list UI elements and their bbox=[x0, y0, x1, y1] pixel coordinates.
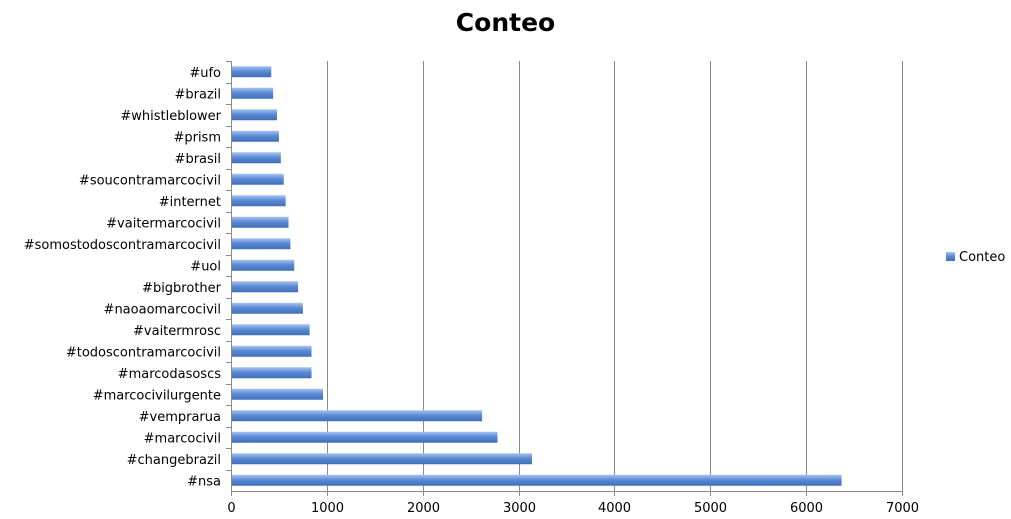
bar bbox=[232, 367, 312, 379]
category-label: #ufo bbox=[189, 66, 221, 81]
bar bbox=[232, 410, 483, 422]
bar bbox=[232, 324, 310, 336]
x-tick-label: 0 bbox=[227, 501, 235, 516]
category-labels: #nsa #changebrazil #marcocivil #vemprarua #m… bbox=[24, 66, 222, 490]
category-label: #todoscontramarcocivil bbox=[66, 345, 221, 360]
bar bbox=[232, 474, 842, 486]
bar bbox=[232, 130, 279, 142]
bar bbox=[232, 302, 303, 314]
category-label: #marcodasoscs bbox=[118, 367, 222, 382]
category-label: #vemprarua bbox=[139, 410, 221, 425]
bar bbox=[232, 388, 324, 400]
bar bbox=[232, 87, 274, 99]
bar bbox=[232, 431, 498, 443]
legend: Conteo bbox=[946, 250, 1005, 265]
category-label: #uol bbox=[190, 259, 221, 274]
x-tick-label: 2000 bbox=[407, 501, 440, 516]
bar bbox=[232, 66, 272, 78]
x-tick-label: 3000 bbox=[503, 501, 536, 516]
x-tick-label: 6000 bbox=[790, 501, 823, 516]
bar bbox=[232, 453, 532, 465]
x-tick-label: 4000 bbox=[598, 501, 631, 516]
x-tick-labels: 0 1000 2000 3000 4000 5000 6000 7000 bbox=[227, 501, 919, 516]
bar bbox=[232, 173, 284, 185]
bars bbox=[232, 66, 842, 486]
legend-label: Conteo bbox=[959, 250, 1005, 265]
bar bbox=[232, 345, 312, 357]
chart-title: Conteo bbox=[455, 8, 556, 37]
category-label: #somostodoscontramarcocivil bbox=[24, 238, 221, 253]
category-label: #nsa bbox=[187, 474, 221, 489]
category-label: #vaitermarcocivil bbox=[106, 216, 221, 231]
grid-lines bbox=[327, 61, 903, 491]
category-label: #marcocivilurgente bbox=[93, 388, 221, 403]
category-label: #marcocivil bbox=[144, 431, 221, 446]
bar bbox=[232, 152, 281, 164]
category-label: #soucontramarcocivil bbox=[79, 173, 221, 188]
x-tick-label: 7000 bbox=[886, 501, 919, 516]
category-label: #brazil bbox=[174, 87, 221, 102]
category-label: #bigbrother bbox=[142, 281, 222, 296]
x-tick-label: 5000 bbox=[694, 501, 727, 516]
bar bbox=[232, 195, 286, 207]
x-tick-label: 1000 bbox=[311, 501, 344, 516]
category-label: #prism bbox=[173, 130, 221, 145]
category-label: #brasil bbox=[175, 152, 221, 167]
category-label: #internet bbox=[159, 195, 221, 210]
category-label: #whistleblower bbox=[120, 109, 221, 124]
axes bbox=[226, 61, 903, 496]
category-label: #vaitermrosc bbox=[133, 324, 221, 339]
bar bbox=[232, 238, 291, 250]
category-label: #naoaomarcocivil bbox=[104, 302, 221, 317]
category-label: #changebrazil bbox=[127, 453, 221, 468]
bar bbox=[232, 281, 299, 293]
legend-swatch bbox=[946, 252, 955, 261]
bar bbox=[232, 216, 289, 228]
bar bbox=[232, 109, 278, 121]
bar bbox=[232, 259, 295, 271]
